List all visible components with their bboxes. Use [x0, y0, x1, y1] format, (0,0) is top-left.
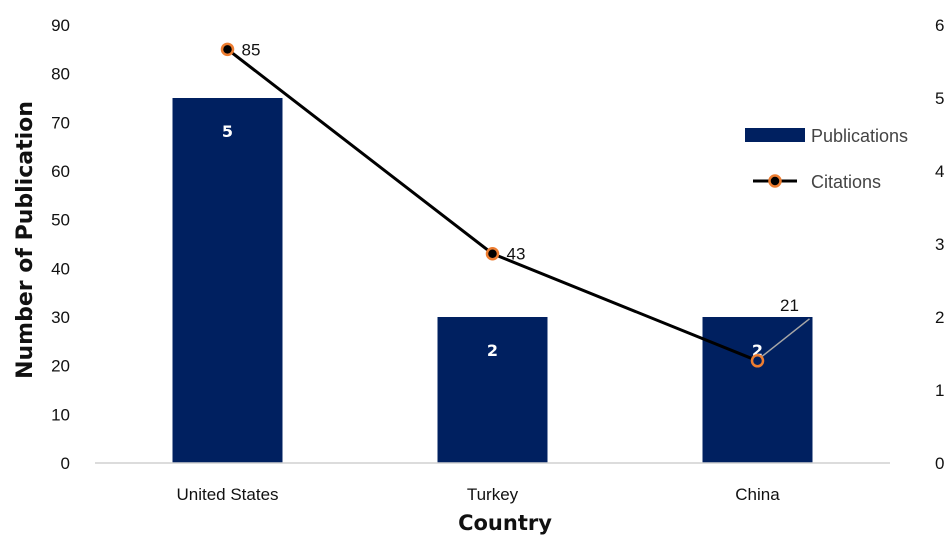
- point-labels: 85 43 21: [242, 40, 799, 314]
- bar-turkey: [437, 317, 548, 463]
- y-tick-label: 90: [51, 16, 70, 35]
- y2-tick-label: 5: [935, 89, 944, 108]
- x-axis-title: Country: [458, 511, 552, 535]
- x-axis-ticks: United States Turkey China: [176, 485, 780, 504]
- y-tick-label: 70: [51, 113, 70, 132]
- line-layer: [220, 42, 810, 368]
- y2-axis-ticks: 0 1 2 3 4 5 6: [935, 16, 944, 473]
- y2-tick-label: 0: [935, 454, 944, 473]
- y-tick-label: 20: [51, 357, 70, 376]
- citations-data-label: 43: [507, 245, 526, 264]
- y2-tick-label: 4: [935, 162, 944, 181]
- citations-line: [226, 48, 759, 363]
- bar-data-label: 2: [487, 341, 498, 360]
- y2-tick-label: 2: [935, 308, 944, 327]
- y2-tick-label: 6: [935, 16, 944, 35]
- citations-data-label: 85: [242, 40, 261, 59]
- y-tick-label: 30: [51, 308, 70, 327]
- legend: Publications Citations: [745, 126, 908, 192]
- x-tick-label: United States: [176, 485, 278, 504]
- y-tick-label: 40: [51, 259, 70, 278]
- y-axis-ticks: 0 10 20 30 40 50 60 70 80 90: [51, 16, 70, 473]
- bars-layer: 5 2 2: [172, 98, 813, 463]
- bar-china: [702, 317, 813, 463]
- x-tick-label: China: [735, 485, 780, 504]
- y2-tick-label: 1: [935, 381, 944, 400]
- y2-tick-label: 3: [935, 235, 944, 254]
- leader-line: [761, 318, 810, 358]
- legend-publications-label: Publications: [811, 126, 908, 146]
- legend-citations-marker: [768, 174, 782, 188]
- citations-point: [220, 42, 235, 57]
- citations-data-label: 21: [780, 296, 799, 315]
- y-axis-title: Number of Publication: [13, 101, 38, 379]
- bar-united-states: [172, 98, 283, 463]
- y-tick-label: 80: [51, 65, 70, 84]
- legend-publications-swatch: [745, 128, 805, 142]
- y-tick-label: 60: [51, 162, 70, 181]
- x-tick-label: Turkey: [467, 485, 519, 504]
- bar-data-label: 2: [752, 341, 763, 360]
- legend-citations-label: Citations: [811, 172, 881, 192]
- y-tick-label: 10: [51, 405, 70, 424]
- y-tick-label: 0: [61, 454, 70, 473]
- bar-data-label: 5: [222, 122, 233, 141]
- citations-point: [750, 354, 765, 368]
- citations-point: [485, 246, 500, 261]
- y-tick-label: 50: [51, 211, 70, 230]
